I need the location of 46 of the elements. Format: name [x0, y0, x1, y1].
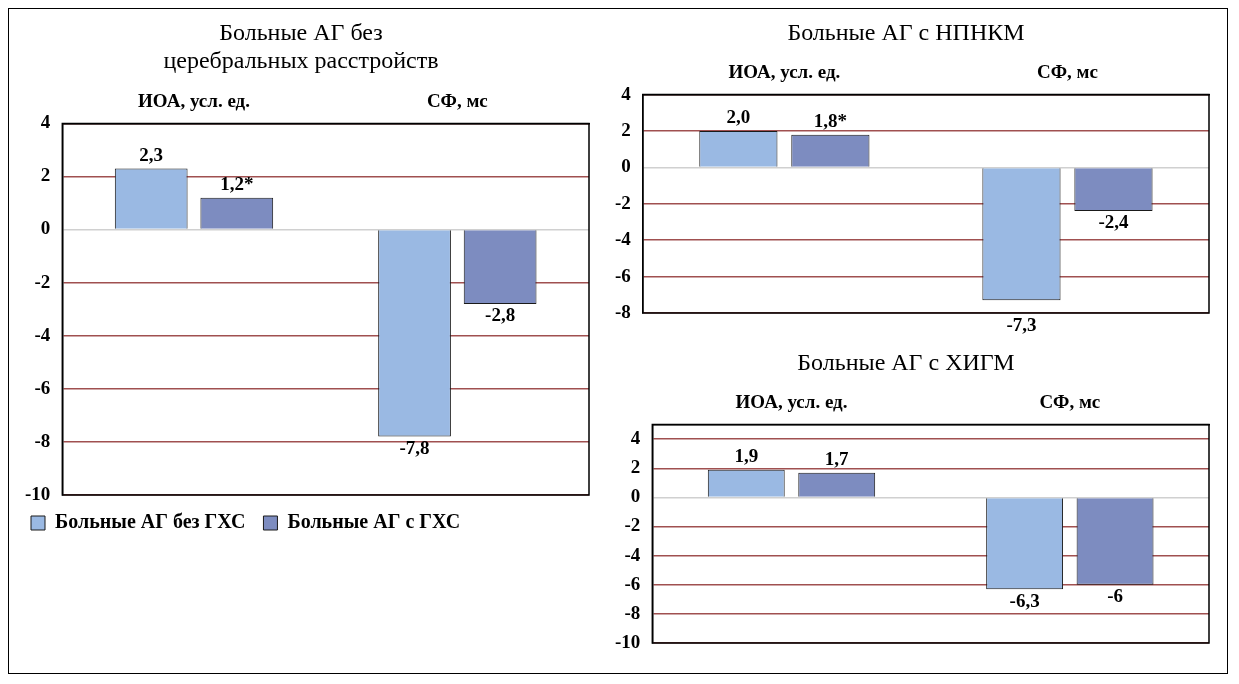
- y-tick-label: -2: [615, 191, 631, 213]
- y-tick-label: -6: [624, 572, 641, 594]
- y-tick-label: 4: [621, 82, 632, 104]
- data-label: -2,4: [1098, 211, 1129, 233]
- y-tick-label: -10: [25, 482, 51, 504]
- chart-title: Больные АГ с НПНКМ: [787, 18, 1025, 45]
- data-label: 2,3: [139, 143, 164, 165]
- y-tick-label: 4: [40, 111, 51, 133]
- y-tick-label: 4: [630, 427, 641, 449]
- y-tick-label: 2: [40, 164, 51, 186]
- y-tick-label: 2: [621, 118, 631, 140]
- y-tick-label: -10: [615, 630, 641, 652]
- y-tick-label: -8: [615, 300, 631, 322]
- data-label: 1,9: [734, 445, 759, 467]
- y-tick-label: -4: [34, 323, 51, 345]
- y-tick-label: 0: [621, 155, 631, 177]
- x-tick-label: ИОА, усл. ед.: [735, 391, 848, 413]
- chart-title: Больные АГ с ХИГМ: [797, 348, 1015, 375]
- y-tick-label: -8: [624, 601, 641, 623]
- x-tick-label: ИОА, усл. ед.: [728, 61, 841, 83]
- y-tick-label: 2: [630, 456, 641, 478]
- y-tick-label: -8: [34, 429, 51, 451]
- y-tick-label: -6: [34, 376, 51, 398]
- data-label: -6,3: [1009, 589, 1040, 611]
- x-tick-label: СФ, мс: [426, 89, 488, 111]
- data-label: 1,2*: [220, 173, 254, 195]
- y-tick-label: 0: [40, 217, 51, 239]
- x-tick-label: СФ, мс: [1039, 391, 1101, 413]
- legend-label: Больные АГ с ГХС: [287, 510, 461, 533]
- y-tick-label: -6: [615, 264, 631, 286]
- chart-title: Больные АГ без церебральных расстройств: [163, 18, 439, 74]
- y-tick-label: -4: [615, 228, 632, 250]
- y-tick-label: -2: [34, 270, 51, 292]
- y-tick-label: 0: [630, 485, 641, 507]
- y-tick-label: -4: [624, 543, 641, 565]
- data-label: -7,3: [1006, 314, 1037, 336]
- x-tick-label: СФ, мс: [1037, 61, 1098, 83]
- data-label: 1,8*: [813, 110, 847, 132]
- data-label: 1,7: [824, 448, 850, 470]
- data-label: -6: [1107, 585, 1123, 607]
- x-tick-label: ИОА, усл. ед.: [138, 89, 250, 111]
- data-label: -7,8: [399, 437, 430, 459]
- data-label: 2,0: [726, 106, 751, 128]
- legend-label: Больные АГ без ГХС: [55, 510, 246, 533]
- y-tick-label: -2: [624, 514, 641, 536]
- data-label: -2,8: [485, 304, 516, 326]
